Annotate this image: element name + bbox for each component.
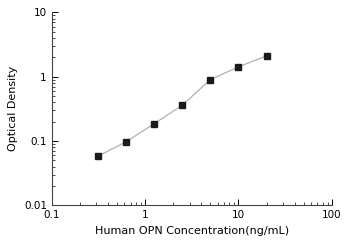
Y-axis label: Optical Density: Optical Density [8, 66, 18, 152]
X-axis label: Human OPN Concentration(ng/mL): Human OPN Concentration(ng/mL) [95, 226, 289, 236]
